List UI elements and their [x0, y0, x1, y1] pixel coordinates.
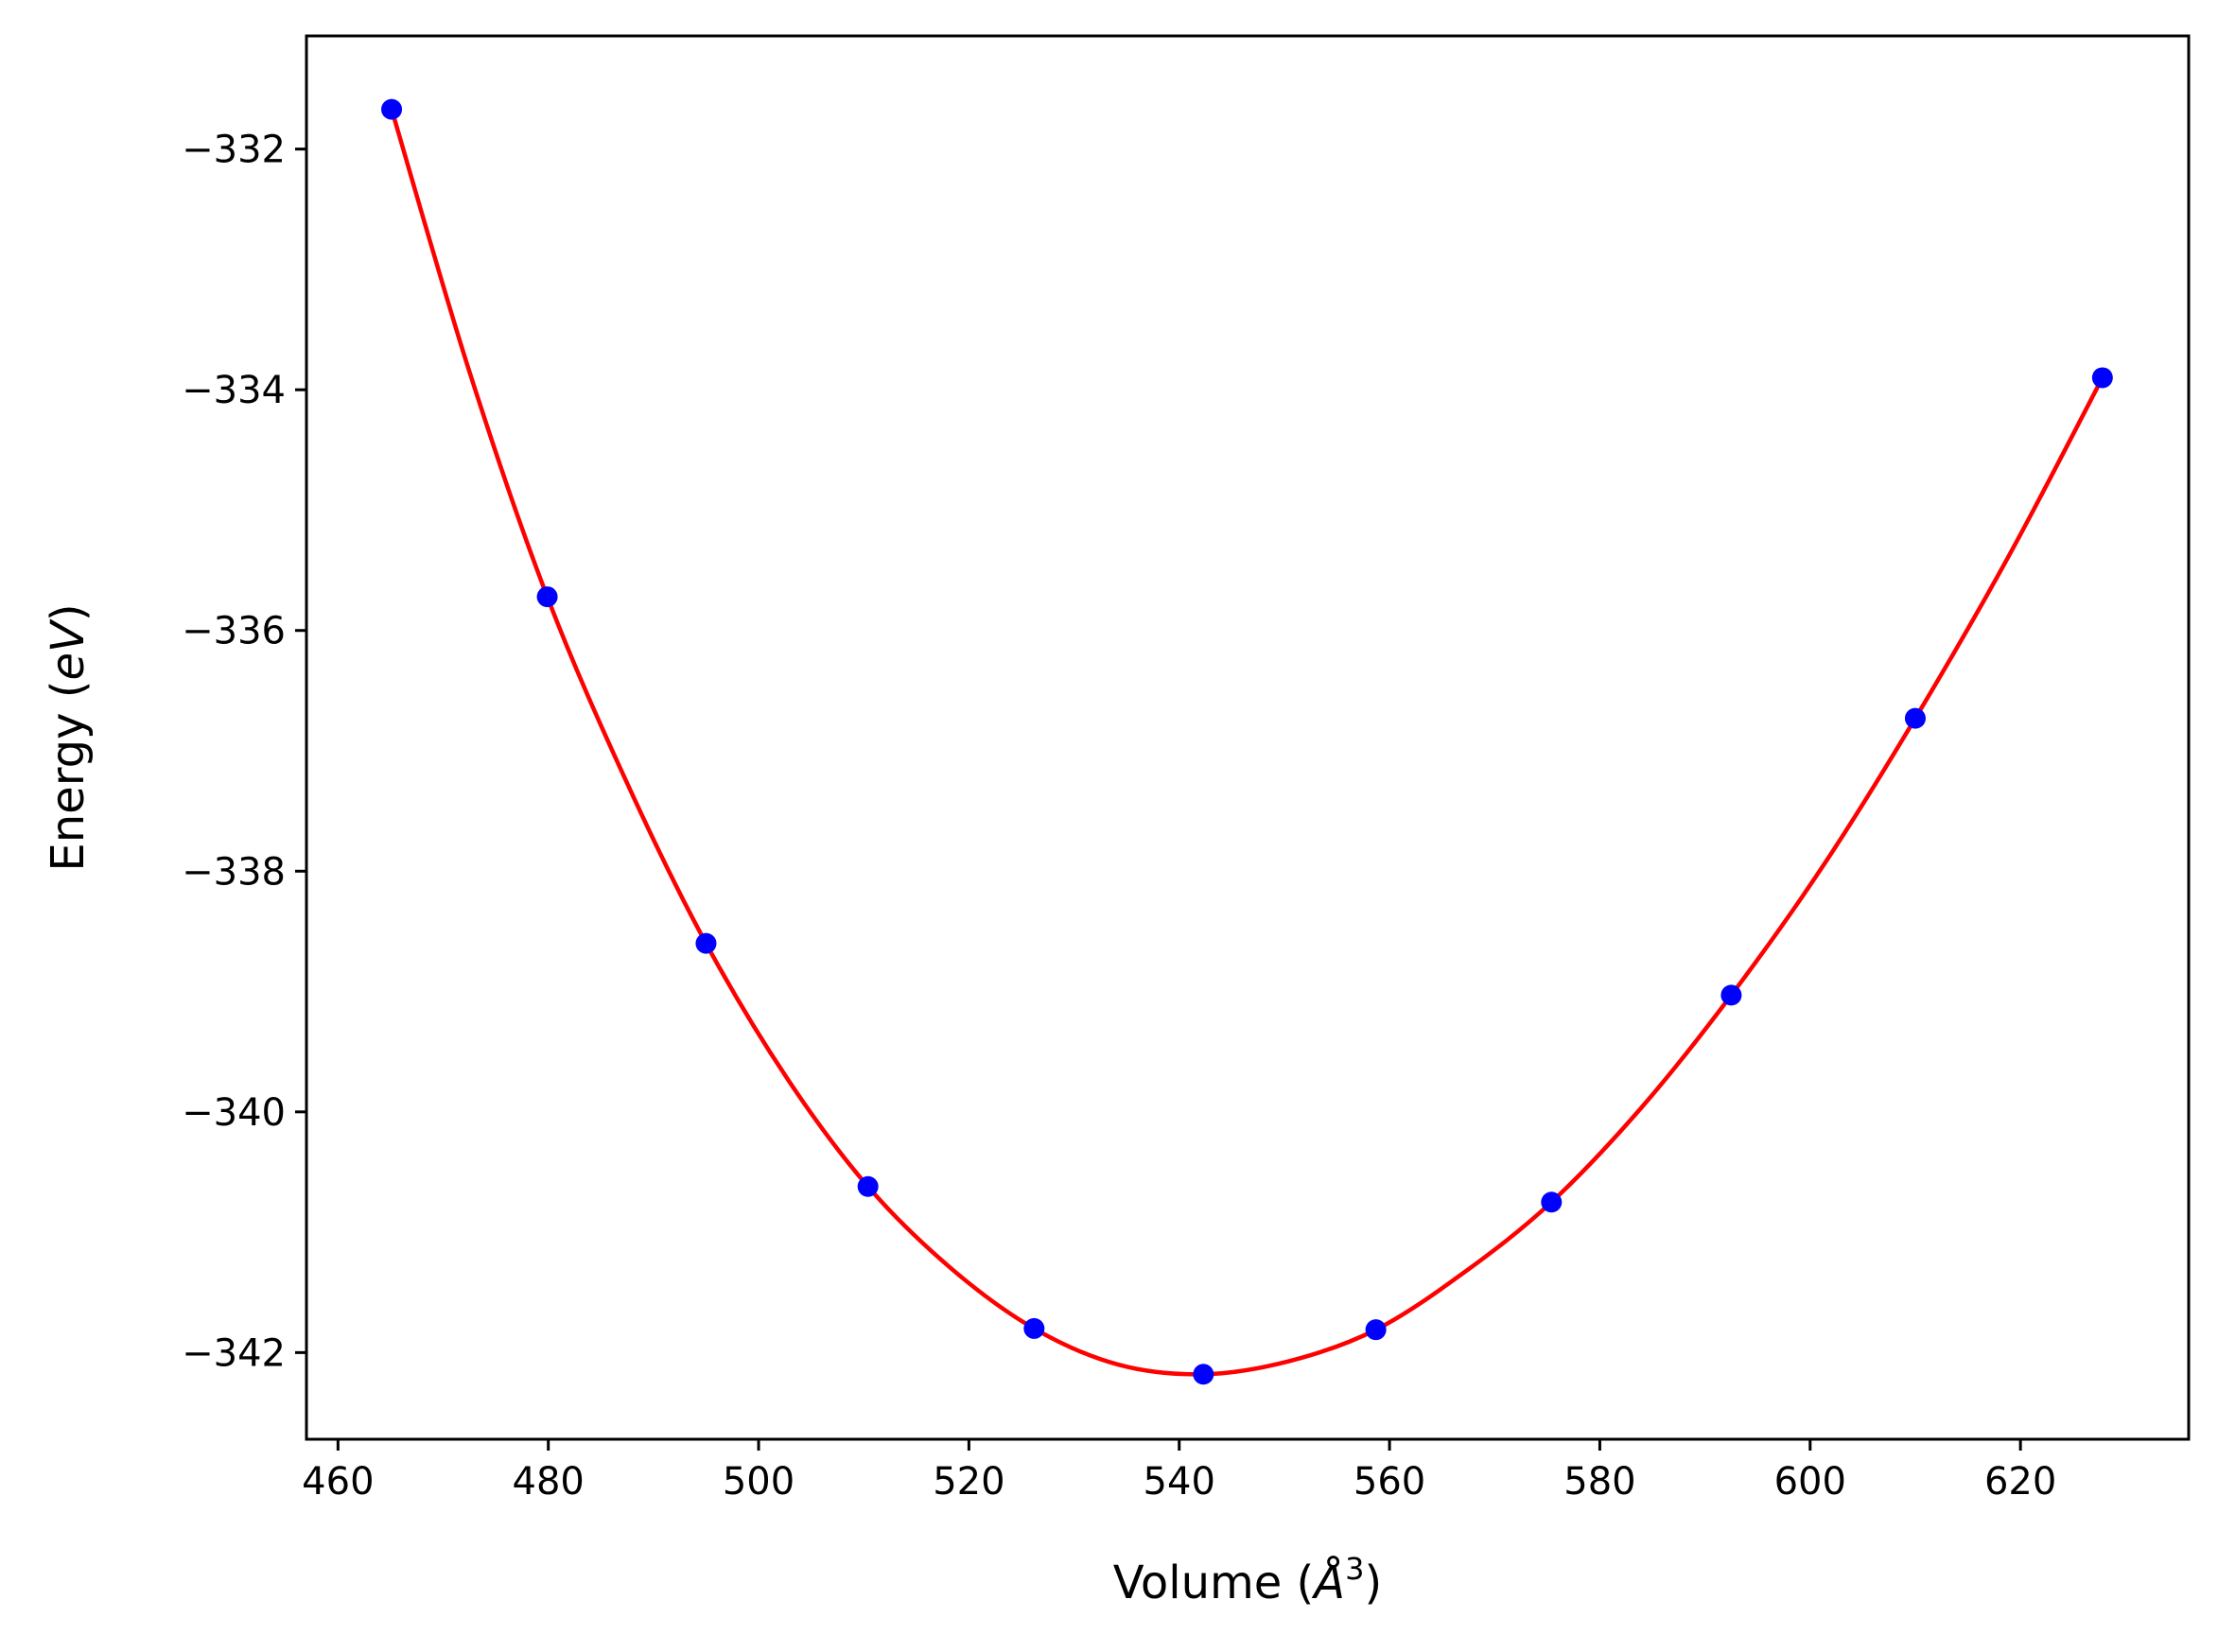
y-axis-label: Energy (eV)	[42, 603, 95, 871]
x-tick-label: 600	[1774, 1460, 1846, 1504]
x-axis-label: Volume (Å3)	[1113, 1551, 1382, 1609]
data-point	[695, 932, 717, 954]
axes-frame	[305, 34, 2191, 1441]
data-point	[1904, 707, 1926, 729]
x-tick-label: 620	[1984, 1460, 2056, 1504]
x-tick-label: 540	[1144, 1460, 1215, 1504]
data-point	[1365, 1319, 1387, 1341]
y-tick-label: −334	[182, 369, 286, 412]
data-point	[1193, 1364, 1214, 1385]
data-point	[1720, 984, 1742, 1006]
x-axis-ticks: 460 480 500 520 540 560 580 600 620	[302, 1439, 2056, 1504]
data-point	[381, 98, 403, 120]
x-tick-label: 500	[723, 1460, 795, 1504]
plot-area	[381, 98, 2113, 1385]
y-axis-ticks: −342 −340 −338 −336 −334 −332	[182, 129, 306, 1375]
y-tick-label: −336	[182, 610, 286, 653]
x-tick-label: 520	[933, 1460, 1004, 1504]
data-point	[1541, 1191, 1563, 1213]
data-point	[1023, 1317, 1045, 1339]
data-point	[857, 1175, 879, 1197]
y-tick-label: −342	[182, 1331, 286, 1375]
y-tick-label: −338	[182, 850, 286, 894]
y-tick-label: −340	[182, 1091, 286, 1135]
x-tick-label: 480	[513, 1460, 585, 1504]
fit-curve-line	[389, 108, 2104, 1377]
x-tick-label: 560	[1354, 1460, 1425, 1504]
data-point	[2091, 367, 2113, 389]
data-point	[536, 586, 558, 608]
x-tick-label: 460	[302, 1460, 374, 1504]
x-tick-label: 580	[1563, 1460, 1635, 1504]
y-tick-label: −332	[182, 129, 286, 172]
